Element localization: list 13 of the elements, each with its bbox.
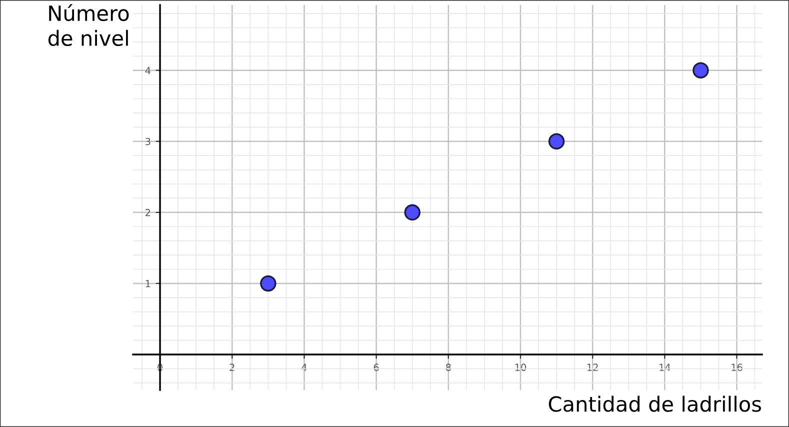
x-tick-label: 12 — [587, 364, 598, 371]
y-tick-label: 3 — [146, 138, 150, 146]
y-tick-label: 4 — [145, 66, 150, 74]
y-tick-label: 2 — [146, 208, 150, 216]
point — [548, 133, 565, 150]
point — [404, 204, 420, 221]
x-axis-title: Cantidad de ladrillos — [548, 396, 761, 412]
y-tick-label: 1 — [146, 280, 150, 288]
x-tick-label: 10 — [515, 364, 526, 372]
y-axis-title: Número de nivel — [48, 4, 129, 46]
x-tick-label: 2 — [230, 364, 234, 371]
point — [692, 62, 709, 78]
point — [260, 275, 276, 292]
